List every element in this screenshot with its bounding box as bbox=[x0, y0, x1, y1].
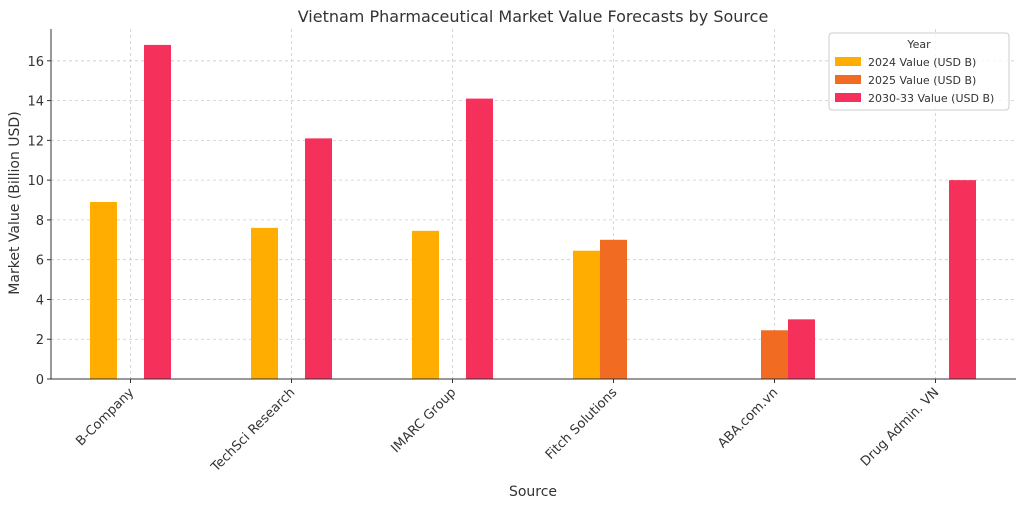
x-tick-label: Drug Admin. VN bbox=[858, 385, 942, 469]
bar bbox=[949, 180, 976, 379]
bar bbox=[761, 330, 788, 379]
bar bbox=[251, 227, 278, 379]
y-tick-label: 10 bbox=[27, 174, 44, 189]
x-tick-label: IMARC Group bbox=[389, 385, 460, 456]
x-tick-label: ABA.com.vn bbox=[715, 385, 781, 451]
axes bbox=[50, 29, 1016, 380]
y-tick-label: 8 bbox=[36, 214, 44, 229]
y-tick-label: 12 bbox=[27, 134, 44, 149]
x-tick-label: Fitch Solutions bbox=[543, 385, 621, 463]
bar bbox=[466, 98, 493, 380]
bars bbox=[90, 44, 976, 380]
bar bbox=[412, 230, 439, 379]
legend-swatch bbox=[835, 57, 861, 66]
chart-title: Vietnam Pharmaceutical Market Value Fore… bbox=[298, 7, 769, 26]
y-tick-label: 4 bbox=[36, 293, 44, 308]
legend-box bbox=[828, 32, 1010, 111]
legend-swatch bbox=[835, 75, 861, 84]
legend-label: 2024 Value (USD B) bbox=[868, 56, 976, 69]
bar bbox=[305, 138, 332, 379]
legend-items: 2024 Value (USD B) 2025 Value (USD B) 2030… bbox=[835, 56, 994, 105]
x-tick-label: B-Company bbox=[73, 385, 137, 449]
y-tick-label: 14 bbox=[27, 95, 44, 110]
x-axis-label: Source bbox=[509, 484, 557, 500]
x-ticks: B-Company TechSci Research IMARC Group Fitc… bbox=[73, 379, 942, 476]
y-tick-label: 2 bbox=[36, 333, 44, 348]
y-tick-label: 0 bbox=[36, 373, 44, 388]
legend-title: Year bbox=[906, 38, 931, 51]
legend: Year 2024 Value (USD B) 2025 Value (USD B… bbox=[828, 32, 1010, 111]
bar bbox=[788, 319, 815, 379]
y-tick-label: 6 bbox=[36, 254, 44, 269]
bar bbox=[144, 44, 171, 380]
bar bbox=[600, 239, 627, 379]
bar bbox=[90, 202, 117, 379]
legend-label: 2030-33 Value (USD B) bbox=[868, 92, 994, 105]
legend-swatch bbox=[835, 93, 861, 102]
y-tick-label: 16 bbox=[27, 55, 44, 70]
x-tick-label: TechSci Research bbox=[208, 385, 298, 475]
y-ticks: 0 2 4 6 8 10 12 14 16 bbox=[27, 55, 51, 388]
y-axis-label: Market Value (Billion USD) bbox=[7, 111, 23, 294]
bar bbox=[573, 250, 600, 379]
legend-label: 2025 Value (USD B) bbox=[868, 74, 976, 87]
